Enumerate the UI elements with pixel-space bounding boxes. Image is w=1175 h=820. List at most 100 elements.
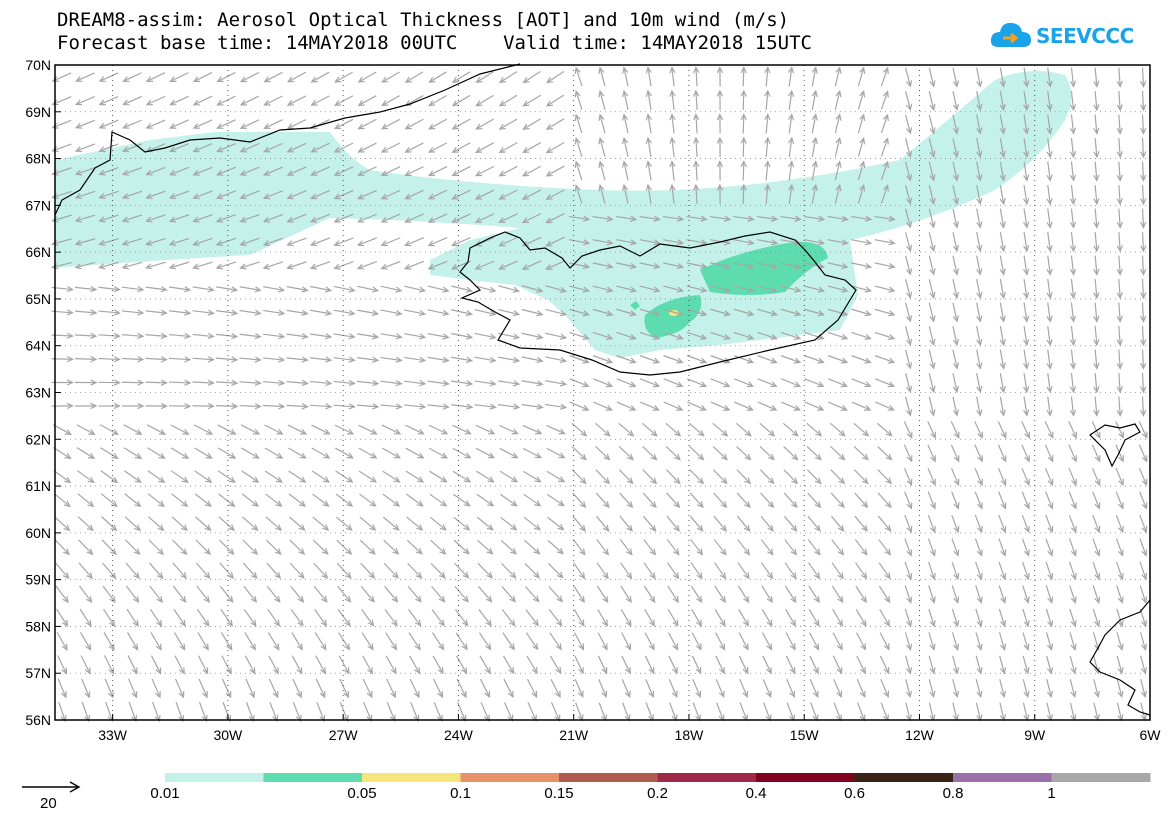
wind-arrow [596,539,610,556]
wind-arrow [121,309,145,316]
wind-arrow [592,308,614,317]
wind-arrow [880,90,889,110]
wind-arrow [1116,561,1124,581]
wind-arrow [784,585,797,604]
wind-arrow [477,562,493,579]
wind-arrow [145,190,166,200]
wind-arrow [239,213,260,223]
wind-arrow [639,331,661,340]
wind-arrow [524,539,541,555]
wind-arrow [928,232,936,253]
wind-arrow [310,142,330,153]
wind-arrow [787,160,795,181]
wind-arrow [761,608,773,627]
wind-arrow [952,208,960,229]
wind-arrow [217,424,237,435]
wind-arrow [172,539,188,556]
wind-arrow [715,655,725,675]
colorbar-label: 0.15 [544,785,573,802]
wind-arrow [451,165,471,177]
wind-arrow [976,161,983,182]
wind-arrow [1069,255,1077,276]
wind-arrow [1046,679,1054,699]
wind-arrow [880,160,889,181]
wind-arrow [121,402,145,410]
wind-arrow [668,655,678,675]
wind-arrow [174,678,185,699]
wind-arrow [1115,538,1124,557]
wind-arrow [690,585,703,604]
wind-arrow [286,166,307,176]
wind-arrow [855,585,867,604]
wind-arrow [1116,702,1124,722]
wind-arrow [74,119,96,129]
wind-arrow [851,239,873,246]
wind-arrow [479,655,491,675]
wind-arrow [404,118,424,130]
wind-arrow [286,356,309,363]
wind-arrow [218,516,236,532]
wind-arrow [197,655,209,675]
wind-arrow [834,160,842,181]
wind-arrow [1116,67,1123,88]
wind-arrow [738,632,749,651]
wind-arrow [999,373,1006,394]
wind-arrow [952,185,960,206]
wind-arrow [428,424,449,435]
wind-arrow [642,446,658,461]
wind-arrow [333,333,356,340]
colorbar-label: 0.2 [647,785,668,802]
wind-arrow [827,355,849,364]
wind-arrow [928,632,936,651]
lat-label: 59N [25,572,51,588]
wind-arrow [905,396,913,417]
wind-arrow [1140,208,1147,229]
wind-arrow [1021,514,1030,534]
wind-arrow [851,285,873,293]
wind-arrow [216,71,236,83]
wind-arrow [976,326,983,347]
wind-arrow [1045,561,1054,581]
wind-arrow [219,585,234,603]
wind-arrow [451,403,474,410]
wind-arrow [928,161,936,182]
wind-arrow [645,89,652,110]
wind-arrow [762,632,773,651]
wind-arrow [903,444,913,463]
wind-arrow [216,119,236,129]
wind-arrow [827,262,849,270]
wind-arrow [927,491,936,510]
wind-arrow [834,89,842,110]
wind-arrow [998,561,1007,581]
wind-arrow [474,285,497,293]
wind-arrow [905,326,913,347]
wind-arrow [122,95,142,106]
wind-arrow [811,89,818,110]
wind-arrow [263,309,286,316]
wind-arrow [545,165,565,177]
wind-arrow [549,655,562,675]
wind-arrow [950,444,960,463]
wind-arrow [406,539,423,555]
wind-arrow [145,286,168,293]
wind-arrow [574,679,584,698]
wind-arrow [121,190,143,200]
wind-arrow [569,355,590,364]
wind-arrow [74,332,98,339]
wind-arrow [195,562,211,580]
wind-arrow [1068,467,1077,487]
wind-arrow [857,702,866,722]
wind-arrow [874,355,896,364]
wind-arrow [905,655,913,675]
wind-arrow [880,679,890,698]
wind-arrow [764,160,771,181]
wind-arrow [147,447,166,459]
cloud-icon [990,22,1031,47]
wind-arrow [616,401,637,411]
wind-arrow [404,189,424,200]
wind-arrow [928,326,936,347]
wind-arrow [1116,679,1124,699]
wind-arrow [1046,161,1053,182]
wind-arrow [477,539,494,555]
